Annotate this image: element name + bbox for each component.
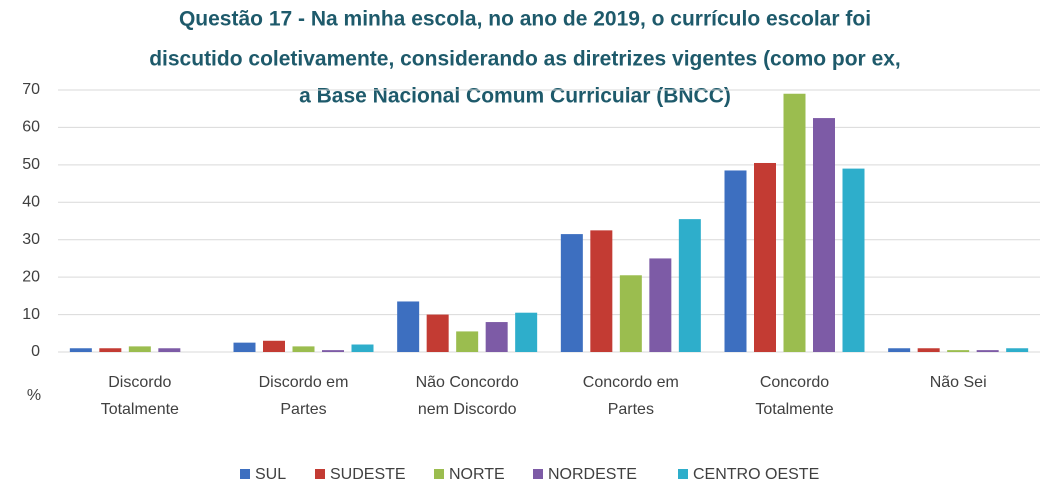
bar	[1006, 348, 1029, 352]
bar	[292, 346, 315, 352]
legend-swatch	[678, 469, 688, 479]
bar	[813, 118, 835, 352]
bar	[754, 162, 776, 352]
bar	[322, 350, 344, 352]
legend-swatch	[315, 469, 325, 479]
y-tick-label: 10	[22, 306, 40, 323]
legend-label: CENTRO OESTE	[693, 466, 819, 483]
legend-label: SUL	[255, 466, 286, 483]
y-axis-label: %	[27, 387, 41, 404]
legend-swatch	[240, 469, 250, 479]
bar	[397, 301, 420, 352]
chart-title: discutido coletivamente, considerando as…	[149, 48, 901, 71]
bar	[485, 322, 508, 352]
y-tick-label: 0	[31, 343, 40, 360]
bar	[649, 258, 672, 352]
bar	[128, 346, 151, 352]
bar	[842, 168, 865, 352]
bar	[515, 312, 538, 352]
bar	[678, 219, 701, 352]
chart-title: a Base Nacional Comum Curricular (BNCC)	[299, 85, 731, 108]
y-tick-label: 70	[22, 81, 40, 98]
legend-swatch	[533, 469, 543, 479]
legend-swatch	[434, 469, 444, 479]
y-tick-label: 40	[22, 194, 40, 211]
bar	[783, 93, 806, 352]
legend-label: SUDESTE	[330, 466, 406, 483]
bar	[619, 275, 642, 352]
bar	[351, 344, 374, 352]
x-tick-label: Não Concordo nem Discordo	[416, 374, 519, 418]
bar	[456, 331, 479, 352]
x-tick-label: Discordo Totalmente	[101, 374, 179, 418]
bar	[947, 350, 970, 352]
x-tick-label: Concordo Totalmente	[755, 374, 833, 418]
bar	[590, 230, 613, 352]
bar	[233, 342, 256, 352]
bar	[976, 350, 999, 352]
x-tick-label: Concordo em Partes	[583, 374, 679, 418]
legend-label: NORDESTE	[548, 466, 637, 483]
bar	[724, 170, 747, 352]
bar	[158, 348, 181, 352]
bar	[99, 348, 122, 352]
legend-label: NORTE	[449, 466, 505, 483]
bar	[426, 314, 449, 352]
bar	[917, 348, 940, 352]
bar	[69, 348, 92, 352]
y-tick-label: 50	[22, 156, 40, 173]
y-tick-label: 20	[22, 268, 40, 285]
y-tick-label: 60	[22, 119, 40, 136]
bar	[888, 348, 911, 352]
bar	[560, 234, 583, 352]
y-tick-label: 30	[22, 231, 40, 248]
bar	[263, 340, 285, 352]
x-tick-label: Não Sei	[930, 374, 987, 391]
x-tick-label: Discordo em Partes	[259, 374, 349, 418]
chart-title: Questão 17 - Na minha escola, no ano de …	[179, 8, 871, 31]
